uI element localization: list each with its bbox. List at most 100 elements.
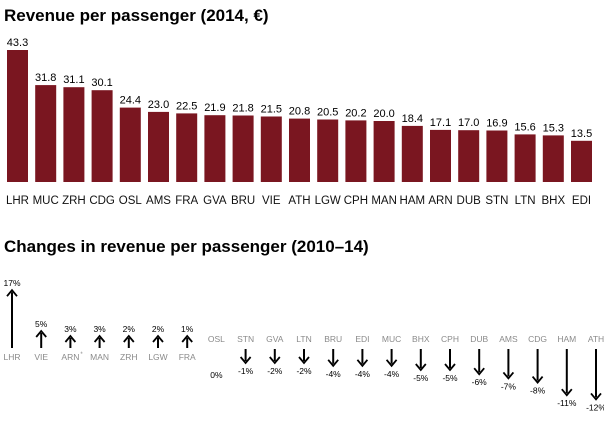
change-category-label: LGW xyxy=(148,352,167,362)
revenue-category-label: BRU xyxy=(231,195,255,207)
revenue-value-label: 17.1 xyxy=(430,117,451,129)
revenue-value-label: 24.4 xyxy=(120,95,141,107)
revenue-bar xyxy=(119,107,141,182)
revenue-bar xyxy=(373,121,395,182)
revenue-category-label: MUC xyxy=(33,195,59,207)
change-arrow-head xyxy=(123,334,135,343)
change-value-label: 2% xyxy=(123,324,136,334)
change-arrow-head xyxy=(415,363,427,372)
change-category-label: MAN xyxy=(90,352,109,362)
revenue-bar xyxy=(289,118,310,182)
change-arrow-head xyxy=(269,356,281,365)
revenue-value-label: 20.0 xyxy=(373,108,394,120)
change-arrow-head xyxy=(502,371,515,380)
revenue-value-label: 30.1 xyxy=(91,77,112,89)
change-category-label: MUC xyxy=(382,334,401,344)
change-value-label: -8% xyxy=(530,386,546,396)
change-category-label: DUB xyxy=(470,334,488,344)
revenue-bar xyxy=(514,134,536,182)
change-value-label: -4% xyxy=(355,369,371,379)
change-arrow-head xyxy=(64,334,77,343)
change-value-label: -2% xyxy=(296,366,312,376)
revenue-value-label: 13.5 xyxy=(571,128,592,140)
revenue-category-label: LGW xyxy=(315,195,341,207)
revenue-category-label: STN xyxy=(485,195,508,207)
change-value-label: 3% xyxy=(93,324,106,334)
change-value-label: 17% xyxy=(3,278,20,288)
revenue-category-label: ARN xyxy=(428,195,452,207)
change-value-label: -2% xyxy=(267,366,283,376)
change-category-label: OSL xyxy=(208,334,225,344)
chart-title-revenue: Revenue per passenger (2014, €) xyxy=(4,6,269,25)
revenue-bar xyxy=(345,120,367,182)
change-arrow-head xyxy=(35,329,47,338)
revenue-value-label: 20.8 xyxy=(289,106,310,118)
changes-arrow-chart: 17% LHR 5% VIE 3% ARN * 3% MAN 2% ZRH 2% LGW 1% FRA OSL… xyxy=(3,278,604,412)
change-value-label: -7% xyxy=(501,381,517,391)
revenue-bar xyxy=(571,140,592,182)
change-arrow-head xyxy=(327,359,339,368)
revenue-bar xyxy=(63,87,85,182)
revenue-bar xyxy=(176,113,198,182)
revenue-value-label: 31.1 xyxy=(63,74,84,86)
change-category-label: EDI xyxy=(355,334,369,344)
revenue-category-label: AMS xyxy=(146,195,171,207)
change-category-label: ARN xyxy=(61,352,79,362)
change-value-label: -6% xyxy=(472,377,488,387)
revenue-value-label: 21.5 xyxy=(261,104,282,116)
change-arrow-head xyxy=(356,359,369,368)
revenue-category-label: VIE xyxy=(262,195,281,207)
revenue-value-label: 16.9 xyxy=(486,118,507,130)
change-category-label: ATH xyxy=(588,334,604,344)
revenue-value-label: 21.9 xyxy=(204,102,225,114)
change-arrow-head xyxy=(239,356,252,365)
revenue-value-label: 21.8 xyxy=(232,103,253,115)
change-arrow-head xyxy=(181,334,193,343)
revenue-category-label: OSL xyxy=(119,195,143,207)
change-category-label: GVA xyxy=(266,334,284,344)
revenue-category-label: HAM xyxy=(400,195,426,207)
change-category-label: FRA xyxy=(179,352,196,362)
revenue-value-label: 20.2 xyxy=(345,107,366,119)
revenue-bar xyxy=(35,85,57,182)
change-category-label: AMS xyxy=(499,334,518,344)
revenue-category-label: DUB xyxy=(457,195,482,207)
revenue-value-label: 15.6 xyxy=(514,121,535,133)
revenue-bar xyxy=(458,130,480,182)
revenue-category-label: MAN xyxy=(371,195,397,207)
change-category-label: LTN xyxy=(296,334,311,344)
change-category-label: BHX xyxy=(412,334,430,344)
change-value-label: 0% xyxy=(210,370,223,380)
revenue-category-label: GVA xyxy=(203,195,227,207)
revenue-category-label: ATH xyxy=(288,195,310,207)
revenue-category-label: CDG xyxy=(89,195,115,207)
revenue-category-label: BHX xyxy=(541,195,565,207)
revenue-category-label: LHR xyxy=(6,195,29,207)
change-category-label: CDG xyxy=(528,334,547,344)
change-arrow-head xyxy=(6,288,18,297)
revenue-value-label: 18.4 xyxy=(402,113,423,125)
change-arrow-head xyxy=(561,388,573,397)
change-arrow-head xyxy=(590,392,602,401)
change-value-label: 5% xyxy=(35,319,48,329)
revenue-value-label: 43.3 xyxy=(7,37,28,49)
change-value-label: -1% xyxy=(238,366,254,376)
revenue-bar xyxy=(486,130,508,182)
change-value-label: 3% xyxy=(64,324,77,334)
revenue-bar xyxy=(7,50,28,182)
chart-title-changes: Changes in revenue per passenger (2010–1… xyxy=(4,237,369,256)
change-arrow-head xyxy=(385,359,398,368)
change-value-label: -5% xyxy=(442,373,458,383)
change-category-label: HAM xyxy=(557,334,576,344)
change-value-label: -4% xyxy=(326,369,342,379)
change-value-label: -12% xyxy=(586,402,604,412)
change-category-label: STN xyxy=(237,334,254,344)
revenue-value-label: 31.8 xyxy=(35,72,56,84)
change-arrow-head xyxy=(93,334,106,343)
change-arrow-head xyxy=(473,367,485,376)
revenue-bar-chart: 43.3 LHR 31.8 MUC 31.1 ZRH 30.1 CDG 24.4 OSL 23.0 A… xyxy=(6,37,592,207)
revenue-value-label: 15.3 xyxy=(543,122,564,134)
revenue-category-label: FRA xyxy=(175,195,198,207)
revenue-bar xyxy=(148,111,169,182)
revenue-bar xyxy=(542,135,564,182)
